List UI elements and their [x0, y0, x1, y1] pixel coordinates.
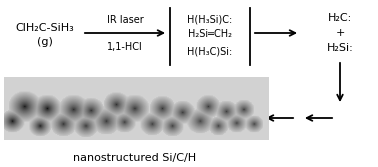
Text: IR laser: IR laser — [107, 15, 143, 25]
Text: ClH₂C-SiH₃: ClH₂C-SiH₃ — [15, 23, 74, 33]
Text: H(H₃C)Si:: H(H₃C)Si: — [187, 47, 232, 57]
Text: nanostructured Si/C/H: nanostructured Si/C/H — [73, 153, 197, 163]
Text: (g): (g) — [37, 37, 53, 47]
Text: +: + — [335, 28, 345, 38]
Text: H(H₃Si)C:: H(H₃Si)C: — [187, 15, 232, 25]
Text: H₂Si═CH₂: H₂Si═CH₂ — [188, 29, 232, 39]
Text: 1,1-HCl: 1,1-HCl — [107, 42, 143, 52]
Text: H₂C:: H₂C: — [328, 13, 352, 23]
Text: H₂Si:: H₂Si: — [327, 43, 353, 53]
